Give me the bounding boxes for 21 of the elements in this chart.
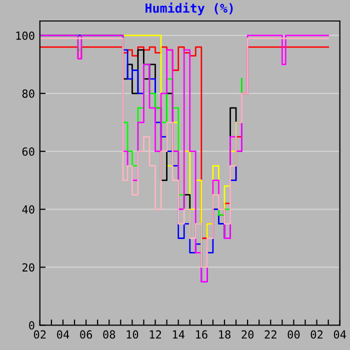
chart-title: Humidity (%) <box>146 2 233 16</box>
x-tick-label: 08 <box>103 330 116 339</box>
x-tick-label: 04 <box>334 330 346 339</box>
y-tick-label: 40 <box>22 205 34 214</box>
x-tick-label: 16 <box>196 330 208 339</box>
x-tick-label: 06 <box>80 330 92 339</box>
x-tick-label: 22 <box>264 330 276 339</box>
y-tick-label: 100 <box>16 31 34 40</box>
x-tick-label: 04 <box>57 330 70 339</box>
x-tick-label: 18 <box>219 330 230 339</box>
x-tick-label: 14 <box>172 330 184 339</box>
y-tick-label: 0 <box>29 321 34 330</box>
x-tick-label: 20 <box>242 330 254 339</box>
x-tick-label: 02 <box>34 330 46 339</box>
x-tick-label: 10 <box>126 330 138 339</box>
x-tick-label: 02 <box>310 330 323 339</box>
x-tick-label: 12 <box>150 330 162 339</box>
x-tick-label: 00 <box>288 330 300 339</box>
y-tick-label: 60 <box>22 147 34 156</box>
y-tick-label: 80 <box>22 89 34 98</box>
y-tick-label: 20 <box>22 263 34 272</box>
